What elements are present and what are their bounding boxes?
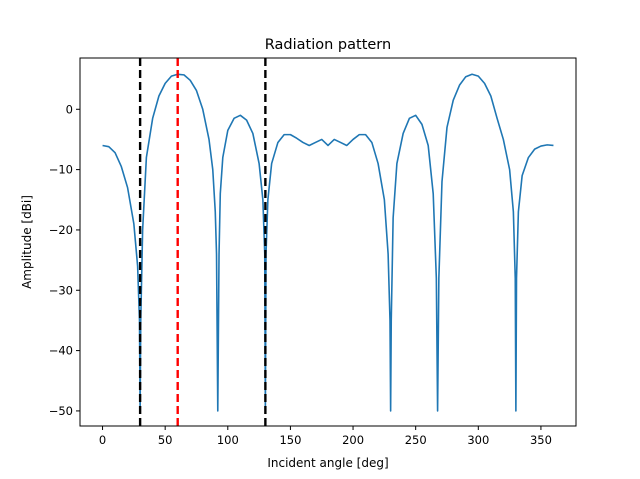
x-tick-label: 300	[467, 433, 489, 447]
y-tick-label: 0	[66, 102, 73, 116]
plot-area	[79, 57, 577, 427]
x-tick-label: 200	[342, 433, 364, 447]
y-tick-label: −40	[49, 344, 73, 358]
y-tick-label: −50	[49, 404, 73, 418]
chart-title: Radiation pattern	[265, 37, 391, 53]
x-axis: 0 50 100 150 200 250 300 350	[99, 426, 552, 447]
x-tick-label: 0	[99, 433, 106, 447]
x-tick-label: 100	[217, 433, 239, 447]
x-tick-label: 350	[530, 433, 552, 447]
x-tick-label: 250	[405, 433, 427, 447]
y-axis-label: Amplitude [dBi]	[20, 195, 34, 289]
y-axis: 0 −10 −20 −30 −40 −50	[49, 102, 80, 418]
y-tick-label: −10	[49, 163, 73, 177]
x-tick-label: 150	[279, 433, 301, 447]
x-tick-label: 50	[158, 433, 173, 447]
y-tick-label: −30	[49, 283, 73, 297]
plot-frame	[79, 57, 577, 427]
y-tick-label: −20	[49, 223, 73, 237]
x-axis-label: Incident angle [deg]	[267, 456, 388, 470]
series-line-0	[102, 73, 554, 412]
